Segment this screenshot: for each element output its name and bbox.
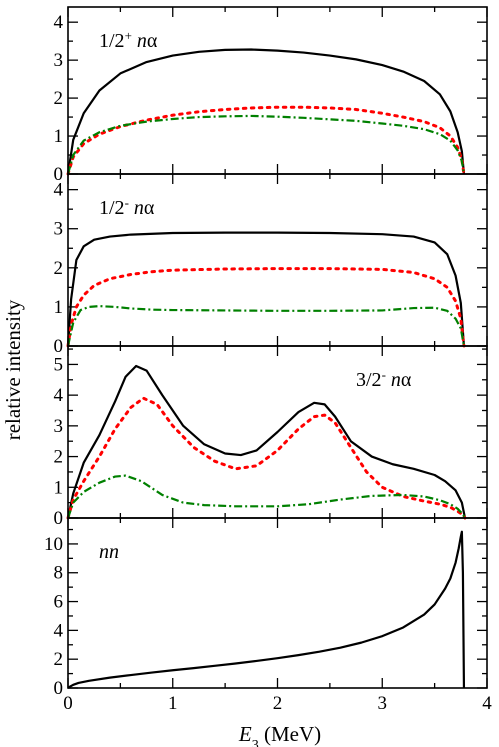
series-dotted-line <box>66 396 467 520</box>
series-dashdot-line <box>66 305 466 347</box>
series-solid-line <box>67 530 466 689</box>
series-solid-line <box>66 364 467 519</box>
x-tick-label: 2 <box>273 693 283 714</box>
y-tick-label: 10 <box>44 534 63 555</box>
panel-label-parity: - <box>125 195 129 210</box>
panel-label-pair: n <box>137 30 147 52</box>
panel-label-alpha: α <box>144 197 155 219</box>
panel-label-parity: - <box>382 367 386 382</box>
panel-2: 0 1 2 3 4 1/2- nα <box>54 173 488 357</box>
y-tick-label: 2 <box>54 447 64 468</box>
y-tick-label: 4 <box>54 180 64 201</box>
x-tick-label: 4 <box>482 693 492 714</box>
panel-label: 1/2- nα <box>99 195 155 220</box>
panel-3: 0 1 2 3 4 5 3/2- nα <box>54 345 488 529</box>
panel-4: 0 2 4 6 8 10 0 1 2 3 4 nn <box>44 517 492 714</box>
y-tick-label: 4 <box>54 620 64 641</box>
y-tick-label: 8 <box>54 563 64 584</box>
panel-label: 1/2+ nα <box>99 28 158 53</box>
panel-label-pair: n <box>391 369 401 391</box>
y-tick-label: 6 <box>54 592 64 613</box>
y-tick-label: 3 <box>54 416 64 437</box>
y-tick-label: 5 <box>54 354 64 375</box>
panel-label-spin: 1/2 <box>99 197 125 219</box>
panel-label-spin: 1/2 <box>99 30 125 52</box>
series-dashdot-line <box>66 114 466 175</box>
panel-label-parity: + <box>125 28 132 43</box>
series-solid-line <box>66 48 466 175</box>
x-tick-label: 1 <box>168 693 178 714</box>
y-tick-label: 4 <box>54 12 64 33</box>
y-tick-label: 3 <box>54 50 64 71</box>
x-axis-symbol: E <box>238 722 252 746</box>
panel-label-pair: n <box>134 197 144 219</box>
series-dashdot-line <box>66 474 466 519</box>
panel-label-alpha: α <box>147 30 158 52</box>
panel-frame <box>67 517 488 689</box>
y-tick-label: 2 <box>54 88 64 109</box>
series-solid-line <box>66 231 466 347</box>
panel-label: nn <box>99 541 119 563</box>
x-tick-label: 0 <box>63 693 73 714</box>
y-tick-label: 1 <box>54 297 64 318</box>
panel-label-spin: 3/2 <box>356 369 382 391</box>
x-axis-subscript: 3 <box>252 738 259 747</box>
y-tick-label: 0 <box>54 336 64 357</box>
panel-label-alpha: α <box>401 369 412 391</box>
series-dotted-line <box>66 105 466 176</box>
panel-1: 0 1 2 3 4 1/2+ nα <box>54 6 488 185</box>
y-tick-label: 3 <box>54 219 64 240</box>
x-axis-title: E3 (MeV) <box>238 722 321 747</box>
series-dotted-line <box>66 267 466 348</box>
y-tick-label: 2 <box>54 258 64 279</box>
panel-label-pair: nn <box>99 541 119 563</box>
y-tick-label: 1 <box>54 126 64 147</box>
panel-label: 3/2- nα <box>356 367 412 392</box>
y-tick-label: 1 <box>54 477 64 498</box>
x-tick-label: 3 <box>378 693 388 714</box>
y-tick-label: 0 <box>54 508 64 529</box>
y-axis-title: relative intensity <box>1 299 25 440</box>
y-tick-label: 2 <box>54 649 64 670</box>
y-tick-label: 0 <box>54 678 64 699</box>
x-axis-unit: (MeV) <box>259 722 321 746</box>
y-tick-label: 0 <box>54 164 64 185</box>
y-tick-label: 4 <box>54 385 64 406</box>
